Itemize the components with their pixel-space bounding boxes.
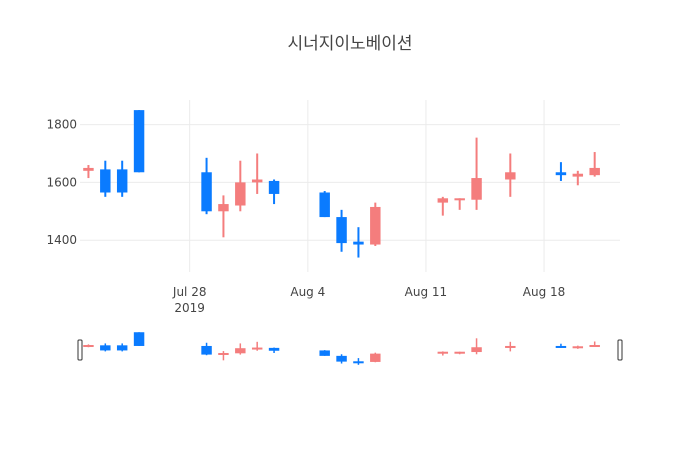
slider-candle-body [589,345,600,348]
candle-body [268,180,280,194]
x-tick-label: Aug 11 [405,285,448,299]
slider-candle-body [353,361,364,364]
candle-body [133,110,145,173]
slider-candle-body [437,351,449,354]
range-slider[interactable] [77,332,623,365]
candle-body [370,206,381,245]
grid-layer [80,100,620,272]
range-slider-left-handle[interactable] [77,339,83,361]
candle-body [100,169,111,193]
range-slider-right-handle[interactable] [617,339,623,361]
candle-body [572,173,584,177]
slider-candle-body [319,350,330,356]
x-tick-label: Aug 4 [290,285,325,299]
slider-candle-body [251,347,263,350]
candle-body [116,169,128,193]
candle-body [218,204,229,212]
slider-candle-body [454,351,465,354]
axis-layer: 1400 1600 1800 Jul 28 Aug 4 Aug 11 Aug 18 2019 [46,118,565,315]
slider-candle-body [555,345,567,348]
candle-body [235,182,246,206]
slider-candle-body [133,332,145,346]
slider-candle-body [370,353,381,362]
chart-title: 시너지이노베이션 [287,34,412,54]
y-tick-label: 1600 [46,175,77,189]
candle-body [589,167,600,176]
slider-candle-body [83,345,94,348]
candles-layer [83,110,600,258]
candle-body [505,172,516,180]
x-tick-label: Aug 18 [523,285,566,299]
candle-body [83,167,94,171]
slider-candle-body [235,348,246,354]
slider-candle-body [116,345,128,351]
x-year-label: 2019 [174,301,205,315]
candle-body [454,198,465,201]
candle-body [336,217,347,244]
y-tick-label: 1800 [46,118,77,132]
x-tick-label: Jul 28 [172,285,207,299]
candle-body [251,179,263,183]
slider-candle-body [336,355,347,362]
slider-candle-body [218,352,229,355]
slider-candle-body [572,346,584,349]
slider-candle-body [100,345,111,351]
candle-body [471,178,482,200]
slider-candle-body [201,345,212,355]
y-tick-label: 1400 [46,233,77,247]
candle-body [555,172,567,176]
candle-body [201,172,212,212]
candle-body [353,241,364,245]
candle-body [319,192,330,218]
candle-body [437,198,449,203]
slider-candle-body [471,347,482,353]
slider-candle-body [268,347,280,351]
slider-candle-body [505,345,516,348]
